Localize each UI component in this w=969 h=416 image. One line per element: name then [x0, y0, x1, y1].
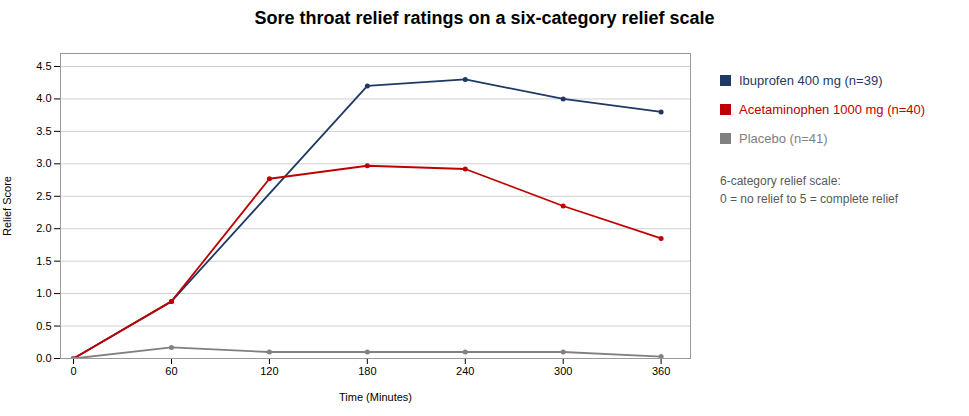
html-text:Acetaminophen 1000 mg (n=40): Acetaminophen 1000 mg (n=40): [739, 102, 926, 117]
svg-text:4.5: 4.5: [36, 60, 51, 72]
svg-text:3.0: 3.0: [36, 157, 51, 169]
html-text:Sore throat relief ratings on: Sore throat relief ratings on a six-cate…: [254, 8, 715, 28]
svg-text:4.0: 4.0: [36, 92, 51, 104]
svg-text:2.5: 2.5: [36, 190, 51, 202]
svg-text:1.5: 1.5: [36, 255, 51, 267]
svg-text:300: 300: [554, 365, 572, 377]
svg-text:3.5: 3.5: [36, 125, 51, 137]
svg-text:Time (Minutes): Time (Minutes): [339, 391, 412, 403]
svg-text:120: 120: [260, 365, 278, 377]
svg-text:1.0: 1.0: [36, 287, 51, 299]
svg-text:0.5: 0.5: [36, 320, 51, 332]
svg-text:360: 360: [652, 365, 670, 377]
html-text:0 = no relief to 5 = complete: 0 = no relief to 5 = complete relief: [720, 192, 899, 206]
svg-text:60: 60: [165, 365, 177, 377]
svg-text:Relief Score: Relief Score: [1, 176, 13, 236]
svg-text:2.0: 2.0: [36, 222, 51, 234]
html-text:6-category relief scale:: 6-category relief scale:: [720, 174, 841, 188]
html-text:Ibuprofen 400 mg (n=39): Ibuprofen 400 mg (n=39): [739, 73, 883, 88]
svg-text:0.0: 0.0: [36, 352, 51, 364]
html-text:Placebo (n=41): Placebo (n=41): [739, 131, 828, 146]
svg-text:240: 240: [456, 365, 474, 377]
svg-text:180: 180: [358, 365, 376, 377]
svg-text:0: 0: [70, 365, 76, 377]
